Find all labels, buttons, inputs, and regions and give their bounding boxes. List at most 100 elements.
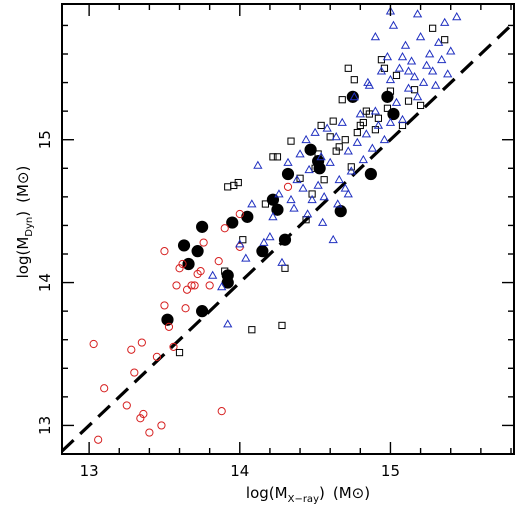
point-open-square-2 (224, 183, 232, 191)
point-open-triangle-49 (385, 117, 396, 126)
point-open-circle-17 (175, 264, 184, 273)
point-open-triangle-39 (355, 109, 365, 118)
point-open-square-24 (338, 96, 346, 104)
point-open-circle-3 (122, 401, 131, 410)
point-open-triangle-43 (367, 143, 378, 152)
point-open-triangle-22 (310, 127, 320, 136)
point-open-triangle-32 (334, 174, 344, 184)
point-open-square-9 (273, 153, 282, 161)
point-open-circle-32 (283, 182, 293, 191)
point-open-triangle-76 (403, 66, 414, 75)
point-open-triangle-25 (317, 217, 328, 226)
point-open-square-20 (326, 133, 334, 141)
point-filled-circle-15 (304, 143, 317, 156)
point-open-square-46 (441, 36, 449, 44)
point-open-triangle-74 (385, 74, 396, 84)
point-open-triangle-54 (400, 40, 411, 49)
point-open-triangle-69 (446, 46, 456, 55)
point-open-square-29 (353, 128, 361, 137)
point-open-circle-25 (199, 238, 208, 247)
point-open-triangle-66 (437, 54, 447, 64)
point-open-triangle-78 (343, 189, 353, 198)
point-open-triangle-33 (337, 117, 347, 126)
point-open-square-8 (269, 153, 277, 161)
point-open-circle-20 (182, 285, 192, 294)
point-open-triangle-41 (361, 129, 372, 138)
point-open-triangle-58 (412, 92, 423, 101)
point-open-circle-0 (89, 339, 98, 349)
point-open-triangle-23 (313, 180, 323, 189)
point-open-circle-14 (164, 322, 174, 331)
point-open-triangle-14 (289, 203, 299, 212)
point-open-square-6 (248, 326, 256, 334)
point-open-square-12 (287, 137, 295, 145)
point-filled-circle-11 (266, 193, 280, 206)
point-open-circle-12 (160, 301, 169, 310)
point-open-square-0 (175, 348, 184, 357)
point-open-triangle-17 (298, 183, 308, 192)
point-open-square-25 (341, 136, 349, 144)
y-tick-label-2: 15 (36, 130, 54, 149)
point-open-triangle-8 (265, 232, 275, 241)
point-open-triangle-34 (340, 183, 350, 192)
point-open-square-26 (344, 64, 352, 72)
point-open-triangle-61 (421, 60, 432, 69)
point-open-triangle-21 (307, 194, 317, 204)
point-filled-circle-4 (191, 245, 204, 258)
point-open-triangle-24 (316, 152, 326, 161)
point-open-square-43 (410, 86, 419, 94)
y-tick-label-1: 14 (36, 273, 54, 292)
point-open-triangle-28 (325, 157, 335, 166)
point-open-square-18 (317, 121, 325, 130)
point-open-square-23 (335, 143, 343, 151)
point-open-square-16 (311, 164, 319, 172)
point-open-triangle-51 (391, 97, 402, 106)
point-open-triangle-63 (427, 66, 438, 75)
point-open-square-28 (350, 76, 358, 84)
point-filled-circle-17 (313, 162, 326, 175)
point-filled-circle-8 (226, 216, 239, 229)
point-open-square-44 (416, 101, 425, 110)
point-open-triangle-12 (283, 157, 293, 166)
point-open-triangle-0 (208, 270, 218, 279)
point-open-triangle-18 (301, 134, 311, 144)
point-open-square-15 (308, 190, 316, 198)
point-filled-circle-22 (387, 107, 400, 121)
point-filled-circle-10 (256, 245, 269, 258)
point-open-triangle-64 (430, 80, 441, 89)
point-open-circle-15 (169, 342, 178, 351)
point-open-circle-18 (178, 259, 187, 269)
point-open-circle-16 (172, 281, 181, 290)
point-open-circle-23 (193, 269, 202, 279)
point-open-circle-29 (220, 224, 229, 233)
point-open-triangle-37 (349, 92, 359, 101)
point-open-triangle-13 (286, 194, 296, 204)
x-axis-label: log(MX−ray) (M⊙) (246, 484, 370, 505)
point-open-triangle-26 (319, 192, 329, 201)
point-open-triangle-40 (358, 154, 368, 164)
point-open-triangle-7 (259, 237, 269, 246)
point-filled-circle-2 (177, 239, 191, 252)
point-open-triangle-77 (412, 9, 423, 18)
point-filled-circle-3 (182, 257, 195, 271)
y-axis-label: log(MDyn)(M⊙) (14, 166, 35, 279)
point-open-circle-6 (137, 338, 146, 347)
x-tick-label-2: 15 (381, 462, 400, 480)
y-tick-label-0: 13 (36, 416, 54, 435)
point-open-triangle-9 (268, 212, 278, 221)
point-open-square-10 (278, 321, 286, 330)
point-open-triangle-47 (379, 134, 390, 144)
x-tick-label-0: 13 (80, 462, 99, 480)
point-open-triangle-31 (333, 199, 343, 208)
x-tick-label-1: 14 (230, 462, 249, 480)
point-open-square-45 (429, 24, 437, 32)
point-open-circle-19 (181, 304, 190, 313)
point-open-square-27 (347, 163, 355, 171)
point-open-triangle-60 (418, 77, 429, 86)
point-filled-circle-1 (196, 305, 209, 318)
point-open-triangle-16 (295, 149, 305, 158)
point-open-triangle-29 (328, 234, 338, 244)
point-open-circle-8 (139, 409, 148, 419)
ticks-group (62, 4, 514, 455)
